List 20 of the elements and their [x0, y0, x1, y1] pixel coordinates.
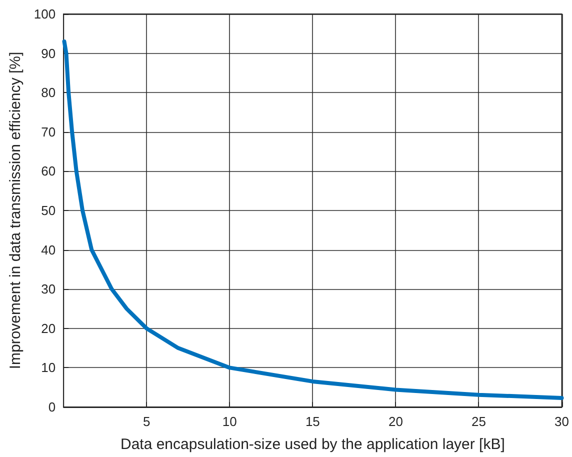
y-tick-label: 100	[34, 6, 56, 22]
x-tick-label: 15	[305, 414, 320, 429]
y-tick-label: 10	[41, 360, 56, 376]
y-tick-label: 80	[41, 85, 56, 100]
y-tick-label: 30	[41, 282, 56, 297]
line-series	[62, 40, 564, 400]
x-tick-label: 10	[222, 414, 237, 429]
x-tick-label: 25	[472, 414, 486, 429]
x-axis-title: Data encapsulation-size used by the application layer [kB]	[120, 436, 505, 453]
y-tick-label: 0	[48, 400, 56, 414]
y-tick-label: 50	[41, 203, 56, 218]
y-tick-label: 40	[41, 242, 56, 258]
y-tick-label: 20	[41, 320, 56, 336]
x-tick-label: 5	[143, 414, 150, 429]
y-tick-label: 90	[41, 46, 56, 61]
y-tick-label: 60	[41, 164, 56, 179]
x-tick-label: 30	[554, 414, 570, 429]
x-tick-label: 20	[388, 414, 403, 429]
y-tick-label: 70	[41, 124, 56, 140]
y-axis-title: Improvement in data transmission efficiency [%]	[7, 52, 24, 370]
